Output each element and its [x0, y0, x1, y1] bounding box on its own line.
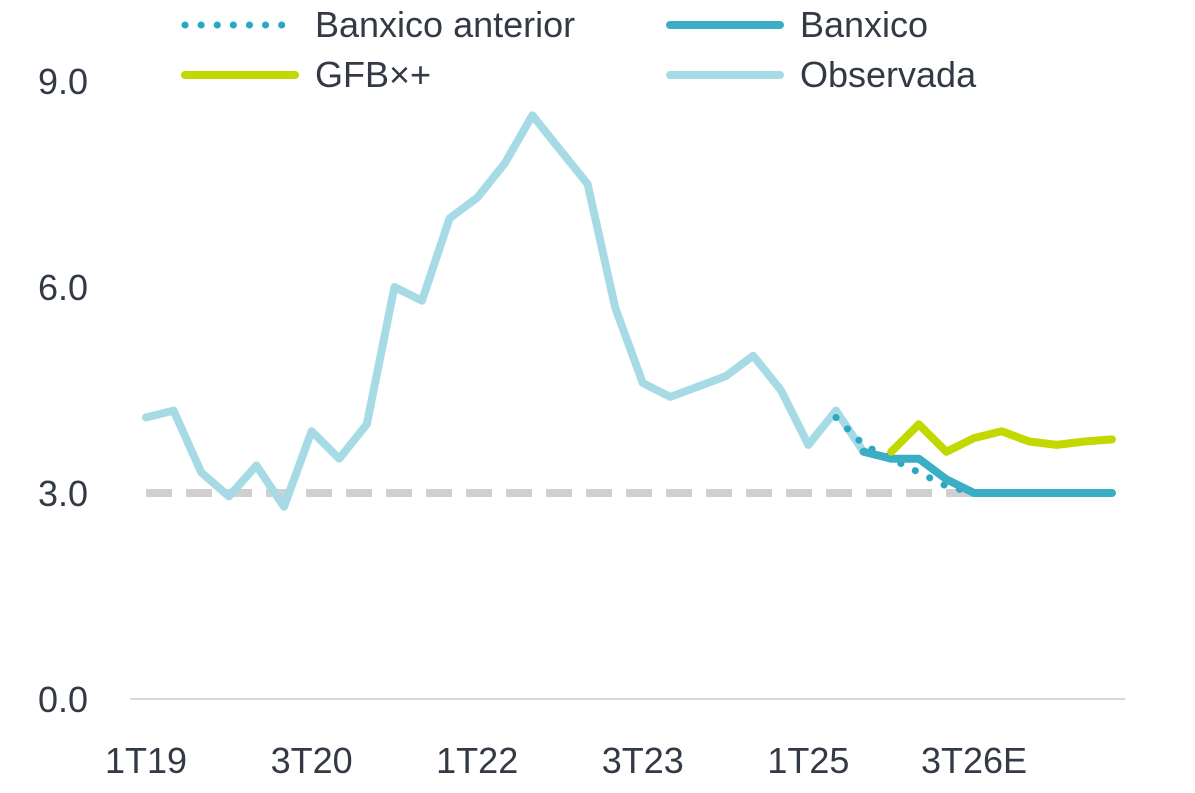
y-tick-label: 6.0: [38, 267, 88, 308]
series-line-observada: [142, 111, 868, 511]
legend-label: Observada: [800, 54, 977, 95]
series-line-gfb-: [887, 420, 1116, 456]
y-tick-label: 9.0: [38, 61, 88, 102]
x-tick-label: 3T23: [602, 740, 684, 781]
x-tick-label: 3T26E: [921, 740, 1027, 781]
legend-label: Banxico: [800, 4, 928, 45]
x-tick-label: 1T25: [767, 740, 849, 781]
x-tick-label: 1T19: [105, 740, 187, 781]
legend-label: Banxico anterior: [315, 4, 575, 45]
legend: Banxico anterior Banxico GFB×+ Observada: [181, 4, 977, 95]
series-line-banxico: [859, 447, 1116, 497]
y-tick-label: 0.0: [38, 679, 88, 720]
series-group: [142, 111, 1116, 511]
y-tick-label: 3.0: [38, 473, 88, 514]
x-tick-label: 3T20: [271, 740, 353, 781]
x-axis: 1T19 3T20 1T22 3T23 1T25 3T26E: [105, 740, 1027, 781]
x-tick-label: 1T22: [436, 740, 518, 781]
y-axis: 0.0 3.0 6.0 9.0: [38, 61, 88, 720]
legend-label: GFB×+: [315, 54, 431, 95]
